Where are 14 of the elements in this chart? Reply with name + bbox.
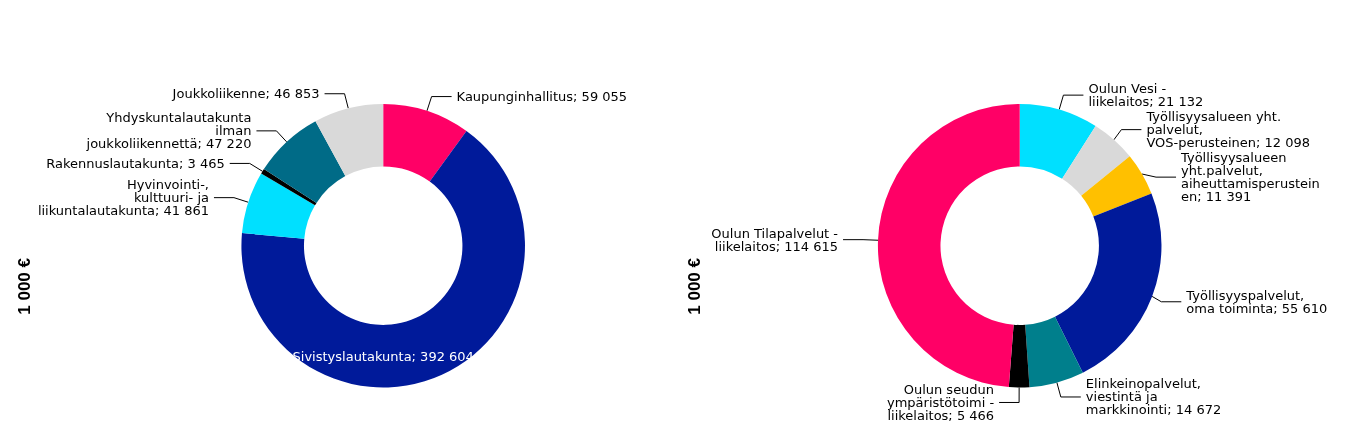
text: 1 000 € [685,257,704,315]
slice-label: Oulun Vesi - liikelaitos; 21 132 [1088,81,1204,110]
slice-label: Hyvinvointi-, kulttuuri- ja liikuntalautakunta; 41 861 [37,177,209,219]
slice-label: Joukkoliikenne; 46 853 [171,86,320,102]
slice-label: Työllisyysalueen yht.palvelut, aiheuttamisperusteinen; 11 391 [1180,150,1320,205]
slice-label: Elinkeinopalvelut, viestintä ja markkinointi; 14 672 [1085,376,1222,418]
text: 1 000 € [15,257,34,315]
slice-label: Yhdyskuntalautakunta ilman joukkoliikennettä; 47 220 [85,110,252,152]
slice-label: Oulun Tilapalvelut - liikelaitos; 114 615 [711,225,839,254]
slice-label: Työllisyysalueen yht. palvelut, VOS-perusteinen; 12 098 [1145,109,1311,151]
slice-label: Työllisyyspalvelut, oma toiminta; 55 610 [1185,287,1328,316]
slice-label: Rakennuslautakunta; 3 465 [46,155,225,171]
slice-label: Oulun seudun ympäristötoimi - liikelaitos; 5 466 [886,381,995,423]
slice-label: Kaupunginhallitus; 59 055 [456,89,628,105]
